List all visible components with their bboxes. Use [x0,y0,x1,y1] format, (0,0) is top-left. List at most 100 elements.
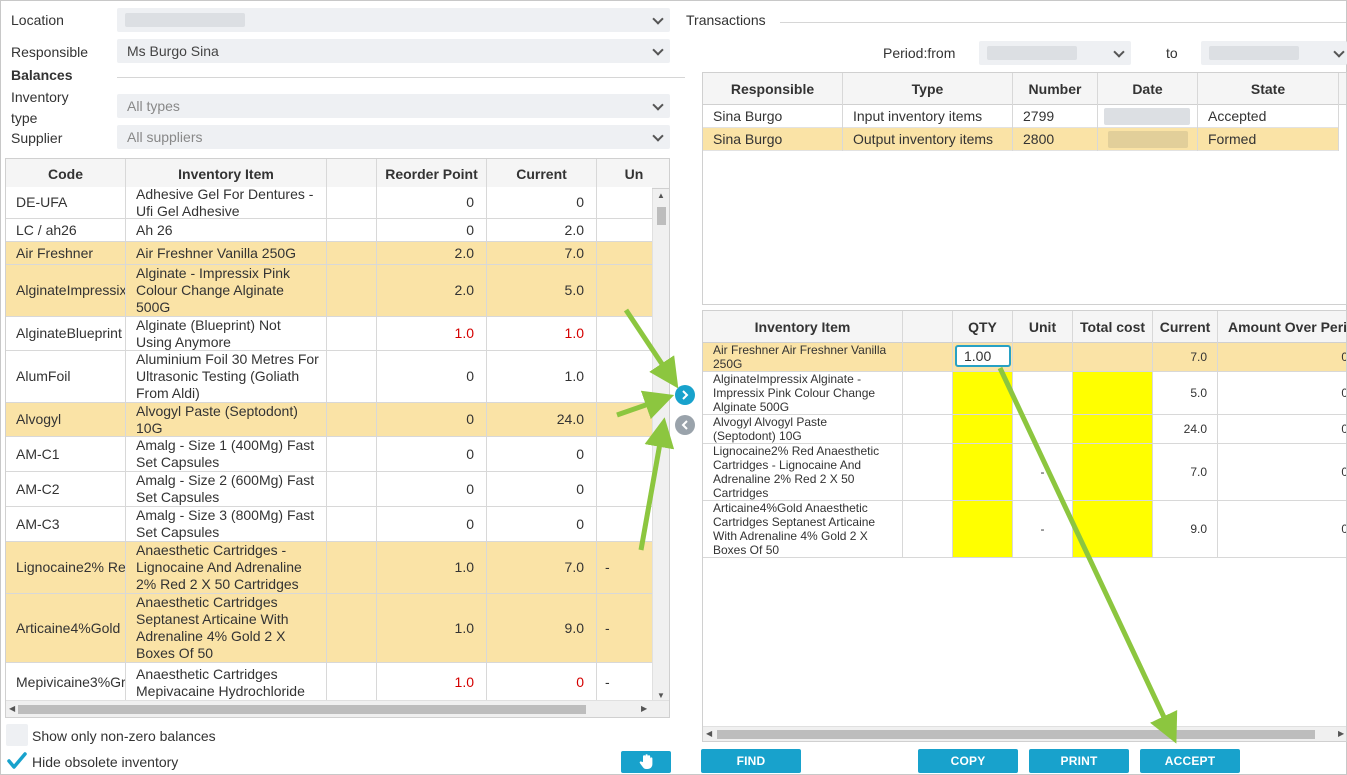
qty-cell[interactable] [953,444,1013,500]
column-header-type[interactable]: Type [843,73,1013,105]
balance-item-name: Alginate - Impressix Pink Colour Change … [126,265,327,316]
column-header-number[interactable]: Number [1013,73,1098,105]
balance-code: AlginateBlueprint [6,317,126,350]
balance-row[interactable]: AlumFoil Aluminium Foil 30 Metres For Ult… [6,351,652,403]
period-from-select[interactable] [979,41,1131,65]
column-header-code[interactable]: Code [6,159,126,189]
balance-row[interactable]: Mepivicaine3%Gre Anaesthetic Cartridges M… [6,663,652,703]
scroll-thumb[interactable] [18,705,586,714]
qty-cell[interactable] [953,415,1013,443]
qty-cell[interactable]: 1.00 [953,343,1013,371]
scroll-left-icon[interactable]: ◀ [9,704,16,713]
column-header-current[interactable]: Current [487,159,597,189]
balance-row[interactable]: AM-C3 Amalg - Size 3 (800Mg) Fast Set Cap… [6,507,652,542]
column-header-current[interactable]: Current [1153,311,1218,343]
balance-item-name: Aluminium Foil 30 Metres For Ultrasonic … [126,351,327,402]
column-header-reorder-point[interactable]: Reorder Point [377,159,487,189]
scroll-right-icon[interactable]: ▶ [1338,729,1345,738]
balance-row[interactable]: DE-UFA Adhesive Gel For Dentures - Ufi Ge… [6,187,652,219]
column-header-unit[interactable]: Unit [1013,311,1073,343]
qty-cell[interactable] [953,372,1013,414]
copy-button[interactable]: COPY [918,749,1018,773]
period-to-select[interactable] [1201,41,1347,65]
balances-divider [117,77,685,78]
total-cost-cell[interactable] [1073,372,1153,414]
transaction-row[interactable]: Sina Burgo Input inventory items 2799 Ac… [703,105,1339,128]
hide-obsolete-checkbox[interactable] [6,750,28,772]
balance-reorder-point: 0 [377,472,487,506]
hand-tool-button[interactable] [621,751,671,773]
scroll-thumb[interactable] [657,207,666,225]
balance-row[interactable]: Articaine4%Gold Anaesthetic Cartridges Se… [6,594,652,663]
print-button[interactable]: PRINT [1029,749,1129,773]
balance-unit: - [605,674,610,690]
find-button[interactable]: FIND [701,749,801,773]
balance-row[interactable]: LC / ah26 Ah 26 0 2.0 [6,219,652,242]
transactions-divider [780,22,1346,23]
accept-button[interactable]: ACCEPT [1140,749,1240,773]
balance-row[interactable]: AM-C2 Amalg - Size 2 (600Mg) Fast Set Cap… [6,472,652,507]
balance-blank-cell [327,472,377,506]
column-header-qty[interactable]: QTY [953,311,1013,343]
scroll-down-icon[interactable]: ▼ [657,691,665,700]
balance-reorder-point: 0 [377,507,487,541]
responsible-select[interactable]: Ms Burgo Sina [117,39,670,63]
inventory-type-select[interactable]: All types [117,94,670,118]
balance-row[interactable]: AlginateBlueprint Alginate (Blueprint) No… [6,317,652,351]
transaction-type: Output inventory items [843,128,1013,151]
document-item-row[interactable]: Alvogyl Alvogyl Paste (Septodont) 10G 24.… [703,415,1346,444]
document-item-row[interactable]: Articaine4%Gold Anaesthetic Cartridges S… [703,501,1346,558]
column-header-date[interactable]: Date [1098,73,1198,105]
column-header-amount-over-period[interactable]: Amount Over Perio [1228,319,1347,335]
document-item-row[interactable]: Air Freshner Air Freshner Vanilla 250G 1.… [703,343,1346,372]
balance-row[interactable]: AlginateImpressix Alginate - Impressix Pi… [6,265,652,317]
balance-item-name: Air Freshner Vanilla 250G [126,242,327,264]
transaction-date [1098,128,1198,151]
non-zero-checkbox[interactable] [6,724,28,746]
balance-unit [597,242,652,264]
total-cost-cell[interactable] [1073,444,1153,500]
balance-item-name: Alvogyl Paste (Septodont) 10G [126,403,327,436]
document-item-name: AlginateImpressix Alginate - Impressix P… [703,372,903,414]
document-horizontal-scrollbar[interactable]: ◀ ▶ [703,726,1346,741]
document-item-unit: - [1013,444,1073,500]
move-left-button[interactable] [675,415,695,435]
qty-cell[interactable] [953,501,1013,557]
scroll-up-icon[interactable]: ▲ [657,191,665,200]
document-item-row[interactable]: Lignocaine2% Red Anaesthetic Cartridges … [703,444,1346,501]
column-header-unit[interactable]: Un [624,166,644,182]
location-select[interactable] [117,8,670,32]
transaction-number: 2800 [1013,128,1098,151]
chevron-down-icon [652,13,664,25]
balance-code: AM-C2 [6,472,126,506]
balances-vertical-scrollbar[interactable]: ▲ ▼ [652,189,669,702]
column-header-state[interactable]: State [1198,73,1339,105]
supplier-select[interactable]: All suppliers [117,125,670,149]
scroll-thumb[interactable] [717,730,1315,739]
total-cost-cell[interactable] [1073,343,1153,371]
scroll-right-icon[interactable]: ▶ [641,704,648,713]
document-item-row[interactable]: AlginateImpressix Alginate - Impressix P… [703,372,1346,415]
total-cost-cell[interactable] [1073,415,1153,443]
balance-row[interactable]: Lignocaine2% Red Anaesthetic Cartridges -… [6,542,652,594]
column-header-inventory-item[interactable]: Inventory Item [703,311,903,343]
move-right-button[interactable] [675,385,695,405]
qty-input[interactable]: 1.00 [955,345,1011,367]
scroll-left-icon[interactable]: ◀ [706,729,713,738]
transaction-row-selected[interactable]: Sina Burgo Output inventory items 2800 F… [703,128,1339,151]
balance-unit [597,437,652,471]
balance-blank-cell [327,594,377,662]
balance-row[interactable]: AM-C1 Amalg - Size 1 (400Mg) Fast Set Cap… [6,437,652,472]
balances-heading: Balances [11,67,73,83]
column-header-total-cost[interactable]: Total cost [1073,311,1153,343]
balance-unit: - [605,619,610,636]
balance-row[interactable]: Air Freshner Air Freshner Vanilla 250G 2.0… [6,242,652,265]
balance-row[interactable]: Alvogyl Alvogyl Paste (Septodont) 10G 0 24.… [6,403,652,437]
column-header-responsible[interactable]: Responsible [703,73,843,105]
balance-current: 5.0 [487,265,597,316]
balances-horizontal-scrollbar[interactable]: ◀ ▶ [6,700,669,717]
chevron-left-icon [681,420,688,430]
balance-blank-cell [327,507,377,541]
column-header-inventory-item[interactable]: Inventory Item [126,159,327,189]
total-cost-cell[interactable] [1073,501,1153,557]
